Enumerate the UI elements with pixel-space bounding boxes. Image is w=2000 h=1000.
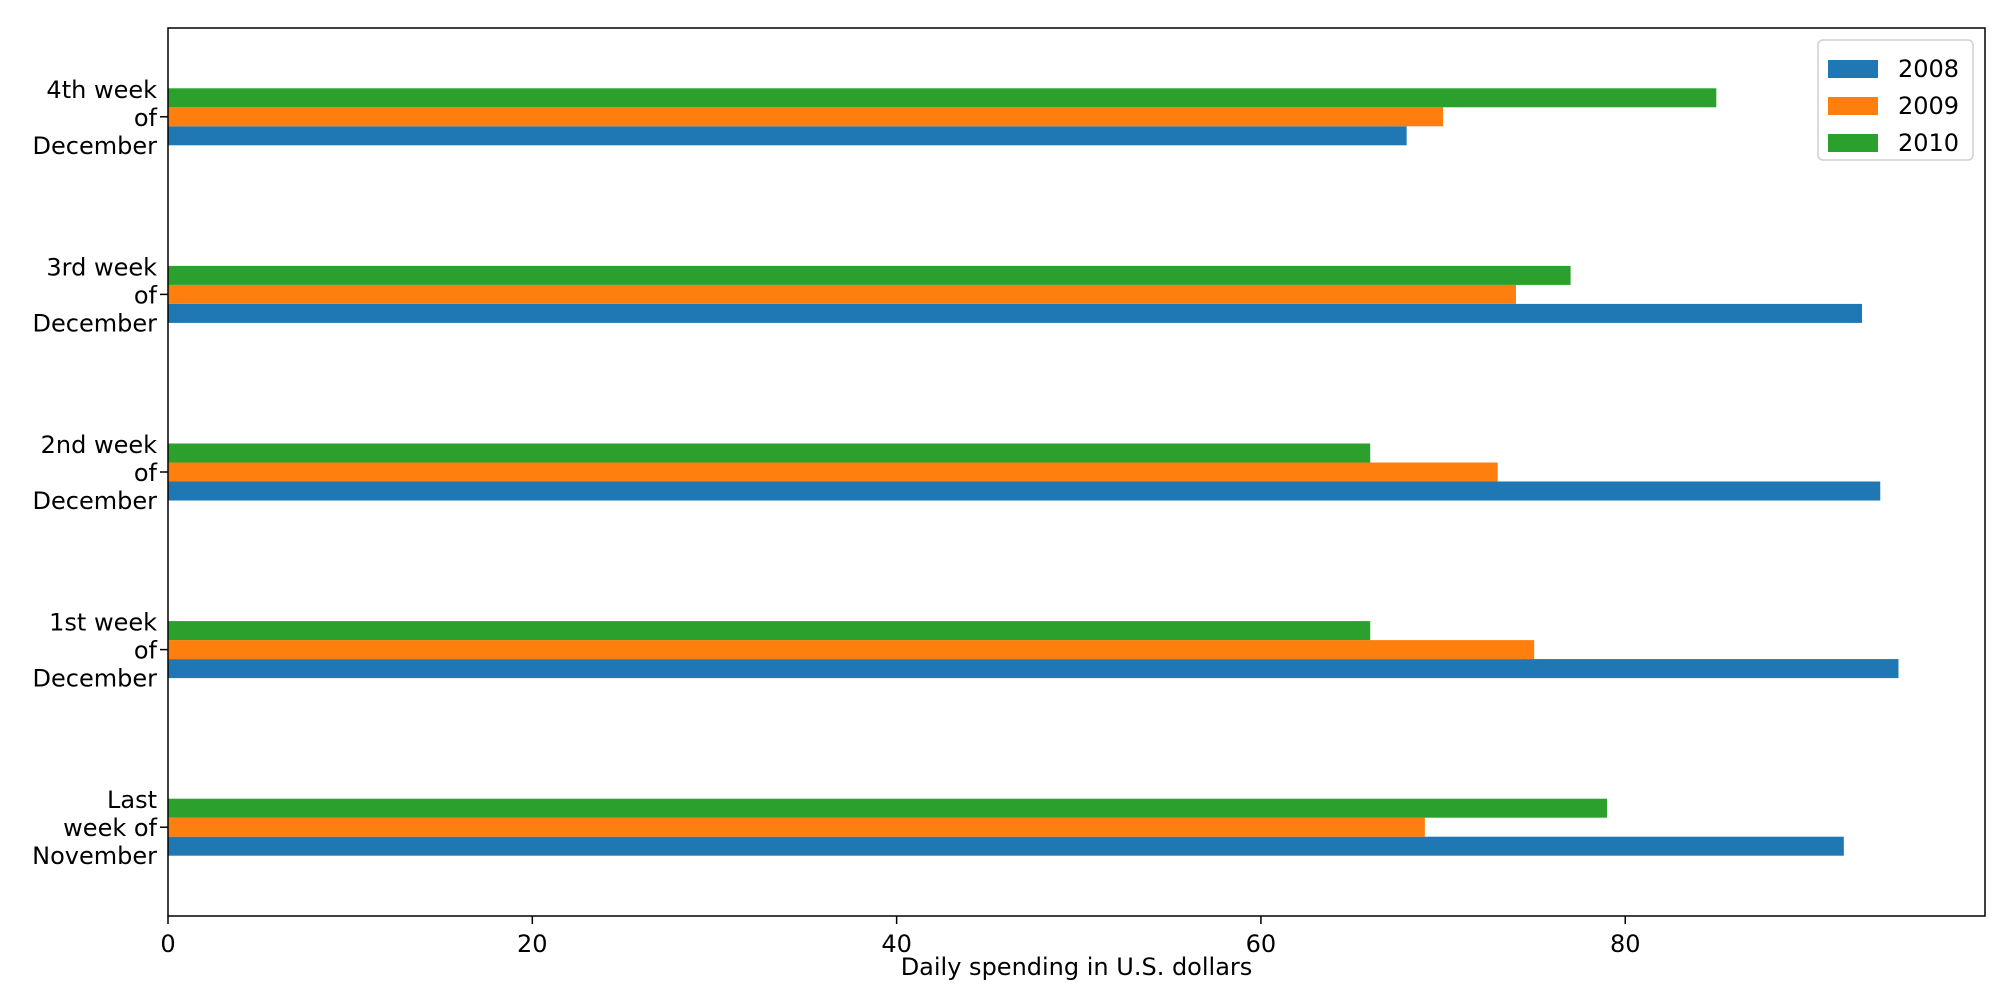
y-tick-label-line: 3rd week xyxy=(46,253,157,281)
x-tick-label: 20 xyxy=(517,930,548,958)
x-axis: 0 20 40 60 80 xyxy=(160,916,1641,958)
y-tick-label-line: December xyxy=(33,487,158,515)
y-tick-label: 3rd week of December xyxy=(33,253,158,337)
bar-2009-cat-4 xyxy=(168,107,1444,127)
y-tick-label-line: week of xyxy=(63,814,157,842)
y-tick-label-line: 2nd week xyxy=(41,431,158,459)
bar-2009-cat-3 xyxy=(168,284,1516,304)
y-tick-label-line: December xyxy=(33,132,158,160)
y-tick-label-line: 1st week xyxy=(49,609,157,637)
bar-2009-cat-2 xyxy=(168,462,1498,482)
x-tick-label: 40 xyxy=(881,930,912,958)
bar-2010-cat-0 xyxy=(168,798,1608,818)
legend: 2008 2009 2010 xyxy=(1817,39,1974,161)
bar-2008-cat-0 xyxy=(168,836,1844,856)
x-tick-label: 60 xyxy=(1246,930,1277,958)
bar-2008-cat-3 xyxy=(168,303,1863,323)
legend-swatch-2010 xyxy=(1828,134,1878,152)
bar-2008-cat-2 xyxy=(168,481,1881,501)
legend-swatch-2009 xyxy=(1828,97,1878,115)
x-tick-label: 0 xyxy=(160,930,175,958)
bar-2008-cat-4 xyxy=(168,126,1407,146)
y-tick-label-line: December xyxy=(33,309,158,337)
bars-group xyxy=(168,88,1899,856)
bar-2009-cat-1 xyxy=(168,640,1535,660)
y-tick-label-line: Last xyxy=(107,786,157,814)
y-tick-label-line: of xyxy=(134,281,158,309)
bar-2010-cat-3 xyxy=(168,265,1571,285)
bar-2010-cat-4 xyxy=(168,88,1717,108)
y-tick-label: 4th week of December xyxy=(33,76,158,160)
y-tick-label: 2nd week of December xyxy=(33,431,158,515)
y-tick-label-line: November xyxy=(32,842,157,870)
x-tick-label: 80 xyxy=(1610,930,1641,958)
y-tick-label: 1st week of December xyxy=(33,609,158,693)
legend-label-2010: 2010 xyxy=(1898,129,1959,157)
y-tick-label-line: December xyxy=(33,665,158,693)
y-tick-label-line: of xyxy=(134,459,158,487)
bar-2008-cat-1 xyxy=(168,659,1899,679)
y-tick-label-line: of xyxy=(134,104,158,132)
y-tick-label-line: of xyxy=(134,637,158,665)
bar-2010-cat-1 xyxy=(168,621,1371,641)
bar-2010-cat-2 xyxy=(168,443,1371,463)
y-tick-label: Last week of November xyxy=(32,786,157,870)
legend-swatch-2008 xyxy=(1828,60,1878,78)
bar-2009-cat-0 xyxy=(168,817,1425,837)
legend-label-2008: 2008 xyxy=(1898,55,1959,83)
legend-label-2009: 2009 xyxy=(1898,92,1959,120)
x-axis-title: Daily spending in U.S. dollars xyxy=(901,953,1253,981)
y-tick-label-line: 4th week xyxy=(46,76,157,104)
